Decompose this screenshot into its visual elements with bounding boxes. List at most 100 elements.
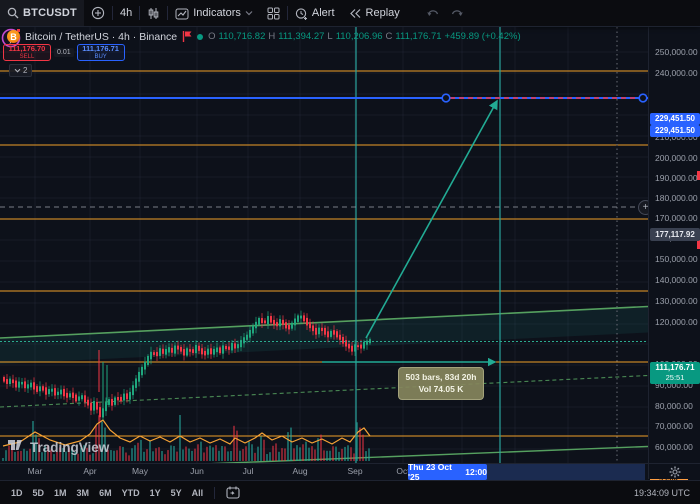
tradingview-watermark: TradingView — [8, 440, 109, 455]
time-axis-label-sep: Sep — [347, 466, 363, 476]
price-badge-alert-line: 229,451.50 — [650, 125, 700, 137]
chart-canvas — [0, 27, 648, 463]
time-axis-label-jun: Jun — [190, 466, 204, 476]
toolbar-separator — [111, 6, 113, 20]
plus-circle-icon — [91, 6, 105, 20]
indicators-icon — [175, 8, 189, 19]
orange-level-lines — [0, 70, 648, 437]
blue-horizontal-line — [0, 93, 648, 103]
change-value: +459.89 (+0.42%) — [444, 31, 521, 42]
candles-icon — [148, 7, 159, 19]
range-button-6m[interactable]: 6M — [99, 487, 112, 498]
volume-histogram — [2, 415, 370, 461]
price-axis-label: 200,000.00 — [655, 153, 698, 163]
symbol-search-button[interactable]: BTCUSDT — [0, 0, 84, 26]
symbol-label: BTCUSDT — [23, 7, 77, 19]
interval-button[interactable]: 4h — [119, 7, 133, 19]
market-status-dot — [197, 33, 204, 40]
price-axis-label: 90,000.00 — [655, 380, 693, 390]
replay-rewind-icon — [349, 8, 360, 18]
flag-icon[interactable] — [182, 31, 192, 42]
toolbar-separator — [214, 486, 216, 499]
line-handle[interactable] — [638, 93, 648, 103]
time-axis-label-may: May — [131, 466, 149, 476]
alert-clock-icon — [295, 7, 307, 20]
range-button-ytd[interactable]: YTD — [121, 487, 140, 498]
chart-style-button[interactable] — [140, 0, 167, 26]
replay-button[interactable]: Replay — [342, 0, 407, 26]
candles — [3, 310, 371, 422]
toolbar-separator — [139, 6, 141, 20]
chevron-down-icon — [14, 68, 21, 73]
compare-add-symbol-button[interactable] — [84, 0, 112, 26]
indicators-button[interactable]: Indicators — [168, 0, 260, 26]
price-axis-label: 240,000.00 — [655, 68, 698, 78]
range-button-5y[interactable]: 5Y — [170, 487, 182, 498]
toolbar-separator — [286, 6, 288, 20]
price-axis-label: 80,000.00 — [655, 401, 693, 411]
range-button-all[interactable]: All — [191, 487, 204, 498]
range-button-1m[interactable]: 1M — [54, 487, 67, 498]
grid-lines — [0, 27, 648, 463]
price-axis[interactable]: 229,451.50 229,451.50 177,117.92 111,176… — [648, 27, 700, 497]
object-tree-collapse-chip[interactable]: 2 — [9, 64, 33, 77]
volume-ma-line — [2, 419, 371, 447]
time-axis[interactable]: Oct Sep Aug Jul Jun May Apr Mar Thu 23 Oct '25 … — [0, 462, 648, 482]
chart-legend[interactable]: B Bitcoin / TetherUS · 4h · Binance O 110… — [7, 30, 521, 43]
price-axis-label: 170,000.00 — [655, 213, 698, 223]
price-axis-label: 120,000.00 — [655, 317, 698, 327]
redo-button[interactable] — [445, 0, 469, 26]
price-axis-label: 60,000.00 — [655, 442, 693, 452]
undo-icon — [426, 9, 438, 16]
trade-panel: 111,176.70 SELL 0.01 111,176.71 BUY — [3, 44, 125, 61]
timezone-clock[interactable]: 19:34:09 UTC — [633, 487, 690, 498]
bars-measure-tooltip: 503 bars, 83d 20h Vol 74.05 K — [398, 367, 484, 400]
time-axis-label-jul: Jul — [242, 466, 254, 476]
alert-button[interactable]: Alert — [288, 0, 342, 26]
sell-button[interactable]: 111,176.70 SELL — [3, 44, 51, 61]
axis-alert-tick — [697, 171, 700, 180]
calendar-goto-icon — [226, 486, 240, 499]
range-button-3m[interactable]: 3M — [76, 487, 90, 498]
templates-grid-icon — [267, 7, 280, 19]
price-axis-label: 140,000.00 — [655, 275, 698, 285]
search-icon — [7, 7, 19, 19]
buy-button[interactable]: 111,176.71 BUY — [76, 44, 125, 61]
crosshair-date-badge: Thu 23 Oct '25 12:00 — [408, 462, 487, 482]
spread-value: 0.01 — [54, 48, 74, 57]
bottom-toolbar: 1D 5D 1M 3M 6M YTD 1Y 5Y All 19:34:09 UTC — [0, 480, 700, 504]
undo-button[interactable] — [421, 0, 445, 26]
symbol-title: Bitcoin / TetherUS · 4h · Binance — [25, 30, 178, 43]
price-badge-line: 229,451.50 — [650, 113, 700, 125]
chevron-down-icon — [245, 11, 253, 16]
price-axis-label: 190,000.00 — [655, 173, 698, 183]
axis-settings-corner[interactable] — [648, 463, 700, 479]
top-toolbar: BTCUSDT 4h — [0, 0, 700, 27]
range-button-1d[interactable]: 1D — [11, 487, 23, 498]
bar-countdown: 25:51 — [665, 372, 685, 382]
price-axis-label: 250,000.00 — [655, 47, 698, 57]
arrow-drawings — [322, 99, 498, 367]
price-axis-label: 70,000.00 — [655, 421, 693, 431]
line-handle[interactable] — [441, 93, 451, 103]
time-axis-label-aug: Aug — [292, 466, 308, 476]
add-alert-plus-button[interactable]: + — [638, 200, 648, 215]
indicator-templates-button[interactable] — [260, 0, 287, 26]
price-badge-gray: 177,117.92 — [650, 228, 700, 241]
gear-icon — [669, 466, 680, 477]
chart-pane[interactable]: B Bitcoin / TetherUS · 4h · Binance O 110… — [0, 27, 648, 463]
range-button-5d[interactable]: 5D — [32, 487, 45, 498]
ohlc-values: O 110,716.82 H 111,394.27 L 110,206.96 C 111… — [208, 31, 521, 42]
price-axis-label: 150,000.00 — [655, 254, 698, 264]
range-button-1y[interactable]: 1Y — [149, 487, 161, 498]
go-to-date-button[interactable] — [222, 484, 244, 501]
vertical-lines — [355, 27, 501, 463]
time-axis-label-mar: Mar — [27, 466, 43, 476]
axis-alert-tick — [697, 240, 700, 249]
bitcoin-icon: B — [7, 30, 20, 43]
tradingview-logo-icon — [8, 440, 22, 450]
date-range-buttons: 1D 5D 1M 3M 6M YTD 1Y 5Y All — [6, 486, 208, 500]
redo-icon — [451, 9, 463, 16]
last-price-badge: 111,176.71 25:51 — [650, 362, 700, 384]
